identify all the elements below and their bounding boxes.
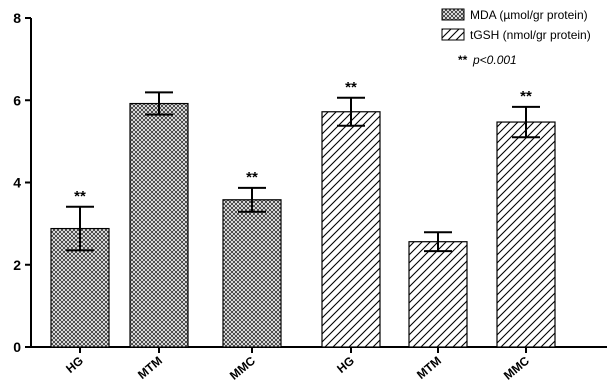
legend-swatch-mda xyxy=(441,8,465,21)
legend-label-mda: MDA (µmol/gr protein) xyxy=(470,8,588,22)
significance-marker: ** xyxy=(345,79,357,96)
y-tick-label: 8 xyxy=(13,10,21,26)
y-tick-label: 4 xyxy=(13,175,21,191)
bar xyxy=(129,102,189,348)
y-tick-label: 2 xyxy=(13,257,21,273)
category-label: HG xyxy=(334,354,357,376)
bar xyxy=(222,199,282,348)
legend-swatch-tgsh xyxy=(441,28,465,41)
significance-labels: ** ** ** ** xyxy=(74,79,532,205)
significance-marker: ** xyxy=(520,88,532,105)
category-label: HG xyxy=(63,354,86,376)
legend: MDA (µmol/gr protein) tGSH (nmol/gr prot… xyxy=(441,8,591,67)
bar xyxy=(496,121,556,348)
significance-marker: ** xyxy=(246,169,258,186)
category-label: MTM xyxy=(414,354,444,382)
legend-label-tgsh: tGSH (nmol/gr protein) xyxy=(470,28,591,42)
category-labels: HG MTM MMC HG MTM MMC xyxy=(63,353,532,382)
category-label: MMC xyxy=(501,353,532,382)
category-label: MMC xyxy=(227,353,258,382)
error-bars xyxy=(66,91,540,253)
bar xyxy=(321,111,381,348)
legend-significance-marker: ** xyxy=(458,53,468,67)
bars xyxy=(50,102,556,348)
legend-significance-note: p<0.001 xyxy=(472,53,517,67)
significance-marker: ** xyxy=(74,188,86,205)
y-tick-label: 0 xyxy=(13,339,21,355)
y-tick-label: 6 xyxy=(13,92,21,108)
bar xyxy=(408,241,468,348)
category-label: MTM xyxy=(135,354,165,382)
